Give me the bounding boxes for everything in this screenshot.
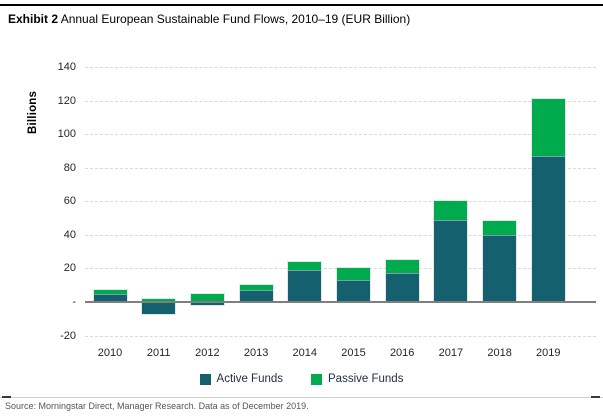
x-tick-label-2014: 2014: [292, 347, 318, 359]
footer-divider: [0, 397, 603, 398]
top-divider: [0, 4, 603, 6]
bar-segment-passive-funds-2016: [385, 260, 419, 274]
bar-segment-active-funds-2014: [288, 270, 322, 302]
bar-segment-active-funds-2013: [239, 290, 273, 302]
bar-segment-active-funds-2019: [531, 156, 565, 302]
x-tick-label-2013: 2013: [243, 347, 269, 359]
footer-divider-right-tick: [591, 396, 600, 398]
gridline: [85, 201, 596, 203]
bar-segment-passive-funds-2014: [288, 261, 322, 271]
chart-legend: Active Funds Passive Funds: [0, 373, 603, 385]
bar-segment-active-funds-2017: [434, 219, 468, 302]
x-tick-label-2011: 2011: [146, 347, 171, 359]
source-note: Source: Morningstar Direct, Manager Rese…: [5, 401, 309, 411]
gridline: [85, 134, 596, 136]
bar-segment-passive-funds-2010: [93, 290, 127, 294]
x-tick-label-2018: 2018: [487, 347, 512, 359]
x-tick-label-2017: 2017: [438, 347, 464, 359]
bar-segment-active-funds-2018: [483, 234, 517, 302]
x-tick-label-2019: 2019: [536, 347, 561, 359]
x-tick-label-2015: 2015: [341, 347, 366, 359]
gridline: [85, 335, 596, 337]
x-tick-label-2016: 2016: [389, 347, 415, 359]
passive-funds-swatch-icon: [311, 373, 323, 385]
x-tick-label-2010: 2010: [97, 347, 123, 359]
legend-item-active: Active Funds: [199, 373, 284, 385]
bar-segment-active-funds-2015: [337, 280, 370, 302]
plot-area: [85, 55, 596, 347]
bar-segment-active-funds-2011: [142, 302, 176, 314]
gridline: [85, 67, 596, 69]
bar-segment-active-funds-2010: [93, 293, 127, 302]
page-title: Exhibit 2 Annual European Sustainable Fu…: [8, 12, 410, 26]
gridline: [85, 234, 596, 236]
bar-segment-passive-funds-2019: [531, 98, 565, 156]
bar-segment-passive-funds-2017: [434, 201, 468, 220]
bar-segment-passive-funds-2015: [337, 268, 370, 281]
gridline: [85, 167, 596, 169]
y-tick-label: -: [72, 296, 76, 308]
y-tick-label: 80: [63, 161, 76, 174]
y-tick-label: 100: [57, 128, 76, 141]
x-tick-label-2012: 2012: [195, 347, 220, 359]
exhibit-title-text: Annual European Sustainable Fund Flows, …: [58, 12, 411, 26]
active-funds-swatch-icon: [199, 373, 211, 385]
y-tick-label: -20: [60, 329, 76, 342]
zero-axis-line: [85, 301, 596, 303]
y-tick-label: 140: [57, 61, 76, 74]
footer-divider-left-tick: [2, 396, 11, 398]
legend-item-passive: Passive Funds: [311, 373, 403, 385]
legend-label-active: Active Funds: [216, 373, 284, 385]
bar-segment-active-funds-2016: [385, 273, 419, 302]
y-tick-label: 120: [57, 94, 76, 107]
bar-segment-passive-funds-2012: [190, 293, 224, 302]
bar-segment-active-funds-2012: [190, 302, 224, 306]
exhibit-number: Exhibit 2: [8, 12, 59, 26]
y-tick-label: 20: [63, 262, 76, 275]
bar-segment-passive-funds-2011: [142, 298, 176, 302]
y-tick-label: 40: [63, 228, 76, 241]
gridline: [85, 100, 596, 102]
x-axis-tick-labels: 2010 2011 2012 2013 2014 2015 2016 2017 2018 2019: [85, 347, 596, 363]
bar-segment-passive-funds-2018: [483, 221, 517, 235]
y-tick-label: 60: [63, 195, 76, 208]
bar-segment-passive-funds-2013: [239, 285, 273, 291]
legend-label-passive: Passive Funds: [328, 373, 404, 385]
